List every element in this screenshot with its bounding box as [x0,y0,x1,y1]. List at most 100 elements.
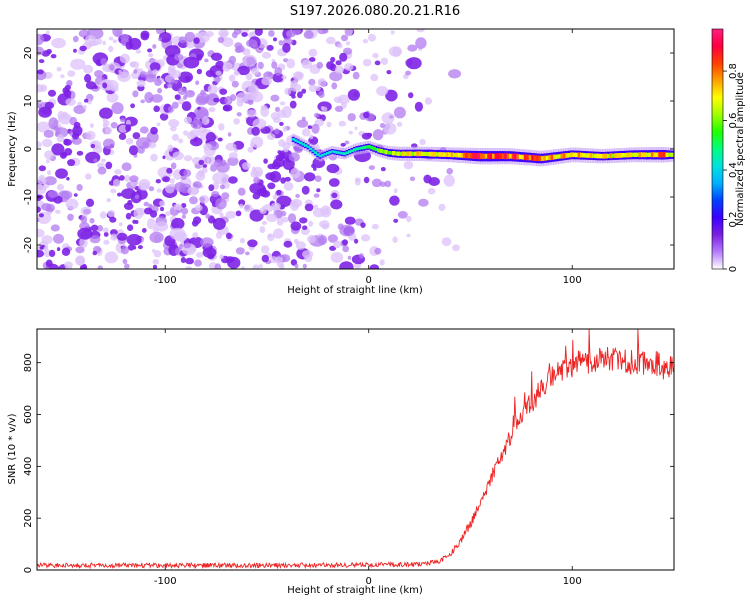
spectrogram-ridge-core [519,154,523,160]
spectrogram-ridge-core [560,153,564,159]
spectrogram-ridge-core [665,152,669,157]
spectrogram-noise-speckle [282,126,288,132]
spectrogram-noise-speckle [301,59,313,69]
spectrogram-noise-speckle [393,218,399,223]
spectrogram-ridge-core [504,153,508,160]
spectrogram-ridge-core [477,152,481,160]
snr-frame [36,328,675,571]
spectrogram-noise-speckle [132,219,137,224]
spectrogram-ridge-core [455,152,459,158]
spectrogram-noise-speckle [228,55,237,64]
spectrogram-noise-speckle [217,137,223,142]
spectrogram-noise-speckle [215,70,222,76]
spectrogram-noise-speckle [409,176,416,182]
spectrogram-noise-speckle [129,61,137,67]
spectrogram-noise-speckle [47,190,59,198]
spectrogram-ridge-core [365,145,369,149]
spectrogram-noise-speckle [129,175,139,183]
spectrogram-noise-speckle [126,234,142,246]
spectrogram-ridge-core [338,151,342,155]
spectrogram-noise-speckle [368,165,375,171]
spectrogram-noise-speckle [406,215,412,223]
spectrogram-y-tick-label: 20 [23,47,34,60]
spectrogram-ridge-core [318,154,323,158]
spectrogram-noise-speckle [193,116,200,125]
spectrogram-noise-speckle [108,36,114,41]
spectrogram-noise-speckle [90,224,99,232]
spectrogram-noise-speckle [171,133,180,142]
spectrogram-noise-speckle [183,130,189,136]
spectrogram-ridge-core [555,154,559,159]
spectrogram-noise-speckle [112,29,123,37]
spectrogram-noise-speckle [396,121,403,127]
spectrogram-ridge-core [396,151,401,156]
spectrogram-noise-speckle [152,44,157,49]
spectrogram-noise-speckle [415,37,427,49]
spectrogram-noise-speckle [287,213,297,224]
spectrogram-noise-speckle [148,186,155,192]
spectrogram-ridge-core [462,152,467,159]
spectrogram-noise-speckle [110,233,118,241]
spectrogram-noise-speckle [267,233,272,238]
spectrogram-noise-speckle [41,235,53,245]
spectrogram-noise-speckle [374,247,382,255]
spectrogram-noise-speckle [204,58,209,63]
spectrogram-noise-speckle [311,123,320,134]
spectrogram-noise-speckle [308,57,316,62]
spectrogram-y-axis-label: Frequency (Hz) [7,111,18,187]
colorbar: 0 0.2 0.4 0.6 0.8 Normalized spectral amplit… [711,28,746,272]
spectrogram-ridge-core [362,145,367,150]
spectrogram-noise-speckle [363,176,370,184]
spectrogram-noise-speckle [67,70,76,77]
spectrogram-noise-speckle [296,119,309,128]
spectrogram-noise-speckle [63,138,70,146]
spectrogram-noise-speckle [303,30,314,39]
spectrogram-noise-speckle [347,255,352,260]
spectrogram-ridge-core [509,153,513,159]
spectrogram-ridge-core [470,153,474,159]
spectrogram-noise-speckle [406,57,422,70]
spectrogram-ridge-core [523,154,528,161]
spectrogram-noise-speckle [255,171,261,176]
spectrogram-noise-speckle [56,183,64,191]
spectrogram-noise-speckle [325,36,336,45]
spectrogram-noise-speckle [286,58,296,69]
spectrogram-ridge-core [384,150,388,155]
spectrogram-noise-speckle [150,126,158,135]
colorbar-tick-label: 0.4 [728,162,739,178]
spectrogram-noise-speckle [366,132,373,137]
spectrogram-ridge-core [492,153,496,159]
spectrogram-noise-speckle [194,259,202,267]
spectrogram-noise-speckle [239,203,244,209]
spectrogram-noise-speckle [92,145,103,154]
spectrogram-noise-speckle [141,228,147,233]
spectrogram-noise-speckle [257,61,264,70]
spectrogram-ridge-core [594,153,599,159]
spectrogram-noise-speckle [56,247,61,252]
spectrogram-ridge-core [487,153,491,160]
spectrogram-ridge-core [558,154,562,159]
colorbar-tick-label: 0.6 [728,113,739,129]
spectrogram-noise-speckle [291,94,296,99]
spectrogram-noise-speckle [67,213,74,221]
spectrogram-ridge-core [616,153,620,158]
spectrogram-noise-speckle [273,37,277,42]
spectrogram-noise-speckle [234,148,238,153]
spectrogram-noise-speckle [73,48,77,53]
spectrogram-ridge-core [479,153,484,159]
spectrogram-noise-speckle [237,187,246,196]
spectrogram-noise-speckle [274,128,280,135]
spectrogram-noise-speckle [170,162,177,170]
spectrogram-ridge-core [357,147,362,150]
spectrogram-ridge-core [602,153,606,159]
spectrogram-noise-speckle [233,29,242,35]
spectrogram-noise-speckle [205,70,215,78]
spectrogram-noise-speckle [47,89,57,97]
spectrogram-ridge-core [345,151,349,154]
spectrogram-x-tick-label: -100 [154,275,177,286]
spectrogram-noise-speckle [276,195,292,207]
spectrogram-noise-speckle [37,121,51,133]
spectrogram-ridge-core [511,153,515,160]
spectrogram-ridge-core [453,152,457,158]
